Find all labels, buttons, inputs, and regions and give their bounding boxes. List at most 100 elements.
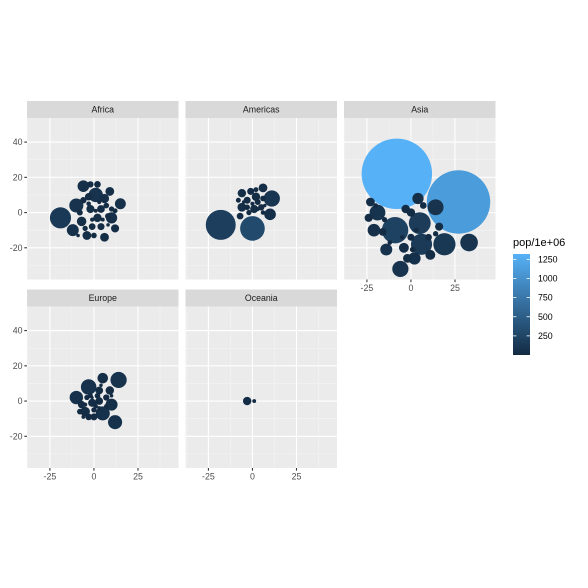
bubble-point <box>109 394 114 398</box>
bubble-point <box>105 187 115 196</box>
bubble-point <box>97 199 102 205</box>
legend: pop/1e+06 1250 1000 750 500 250 <box>513 237 565 355</box>
bubble-point <box>250 201 255 206</box>
bubble-point <box>77 180 90 192</box>
bubble-point <box>80 379 97 395</box>
facet-strip <box>185 289 337 307</box>
y-tick-label: -20 <box>10 431 23 441</box>
bubble-point <box>258 204 265 211</box>
bubble-point <box>378 228 387 236</box>
y-tick-label: 0 <box>18 208 23 218</box>
bubble-point <box>244 204 250 211</box>
bubble-point <box>407 233 415 241</box>
bubble-point <box>112 208 118 214</box>
bubble-point <box>85 413 93 421</box>
bubble-point <box>76 233 80 238</box>
bubble-point <box>76 216 87 227</box>
bubble-point <box>103 394 110 401</box>
bubble-point <box>110 371 127 389</box>
bubble-point <box>433 233 456 256</box>
legend-label: 750 <box>538 293 553 303</box>
x-tick-label: -25 <box>361 283 374 293</box>
bubble-point <box>99 383 103 387</box>
bubble-point <box>252 399 257 403</box>
facet-strip-label: Africa <box>92 105 115 115</box>
bubble-point <box>103 202 110 209</box>
bubble-point <box>82 225 88 232</box>
bubble-point <box>86 204 95 214</box>
bubble-point <box>361 138 433 210</box>
bubble-point <box>77 408 83 415</box>
bubble-point <box>408 252 421 265</box>
legend-title: pop/1e+06 <box>513 237 565 249</box>
bubbles <box>205 183 280 241</box>
bubble-point <box>90 413 98 421</box>
bubble-point <box>97 223 105 231</box>
bubble-point <box>387 240 393 245</box>
bubble-point <box>88 187 103 203</box>
bubble-point <box>403 253 412 263</box>
bubble-point <box>253 187 259 193</box>
bubble-point <box>235 197 241 203</box>
bubble-point <box>91 232 97 239</box>
bubble-point <box>105 386 115 395</box>
bubble-point <box>111 224 120 233</box>
panel-background <box>27 306 179 468</box>
bubble-point <box>425 233 432 241</box>
legend-colorbar <box>513 254 530 355</box>
x-tick-label: 25 <box>450 283 460 293</box>
bubble-point <box>108 415 123 430</box>
legend-label: 250 <box>538 331 553 341</box>
bubble-point <box>241 200 246 204</box>
bubble-point <box>364 213 373 222</box>
bubble-point <box>242 396 252 406</box>
bubble-point <box>83 402 88 407</box>
panel-background <box>185 306 337 468</box>
facet-strip-label: Asia <box>411 105 428 115</box>
bubble-point <box>93 213 102 223</box>
legend-label: 1000 <box>538 274 558 284</box>
bubble-point <box>240 216 265 241</box>
bubble-point <box>258 183 268 193</box>
bubble-point <box>409 246 416 253</box>
bubbles <box>49 180 126 242</box>
bubble-point <box>97 372 109 384</box>
bubble-point <box>94 181 101 188</box>
legend-label: 500 <box>538 312 553 322</box>
bubble-point <box>419 202 427 209</box>
bubble-point <box>366 197 375 207</box>
bubble-point <box>247 187 255 195</box>
bubble-point <box>263 203 267 208</box>
bubble-point <box>237 202 247 212</box>
bubble-point <box>95 401 100 405</box>
bubble-point <box>114 198 126 210</box>
x-tick-label: 0 <box>408 283 413 293</box>
bubble-point <box>90 217 95 222</box>
x-tick-label: 0 <box>91 472 96 482</box>
facet-strip <box>27 289 179 307</box>
bubble-point <box>260 210 266 215</box>
bubble-point <box>369 204 386 221</box>
bubble-point <box>432 231 439 237</box>
bubbles <box>69 371 127 430</box>
bubble-point <box>246 209 252 216</box>
bubble-point <box>105 398 118 411</box>
y-tick-label: 20 <box>13 361 23 371</box>
bubble-point <box>254 198 261 205</box>
bubble-point <box>412 192 424 205</box>
x-tick-label: 25 <box>133 472 143 482</box>
bubble-point <box>103 404 109 409</box>
facet-strip <box>27 101 179 118</box>
bubble-point <box>97 205 105 213</box>
bubble-point <box>80 197 87 204</box>
y-tick-label: 0 <box>18 396 23 406</box>
facet-panel-africa: Africa -20 0 20 40 <box>10 101 179 280</box>
bubble-point <box>250 204 259 214</box>
facet-panel-americas: Americas <box>185 101 337 280</box>
y-tick-label: 20 <box>13 172 23 182</box>
bubble-point <box>380 243 393 256</box>
facet-strip-label: Americas <box>243 105 280 115</box>
bubble-point <box>90 395 94 400</box>
bubble-point <box>97 406 102 411</box>
